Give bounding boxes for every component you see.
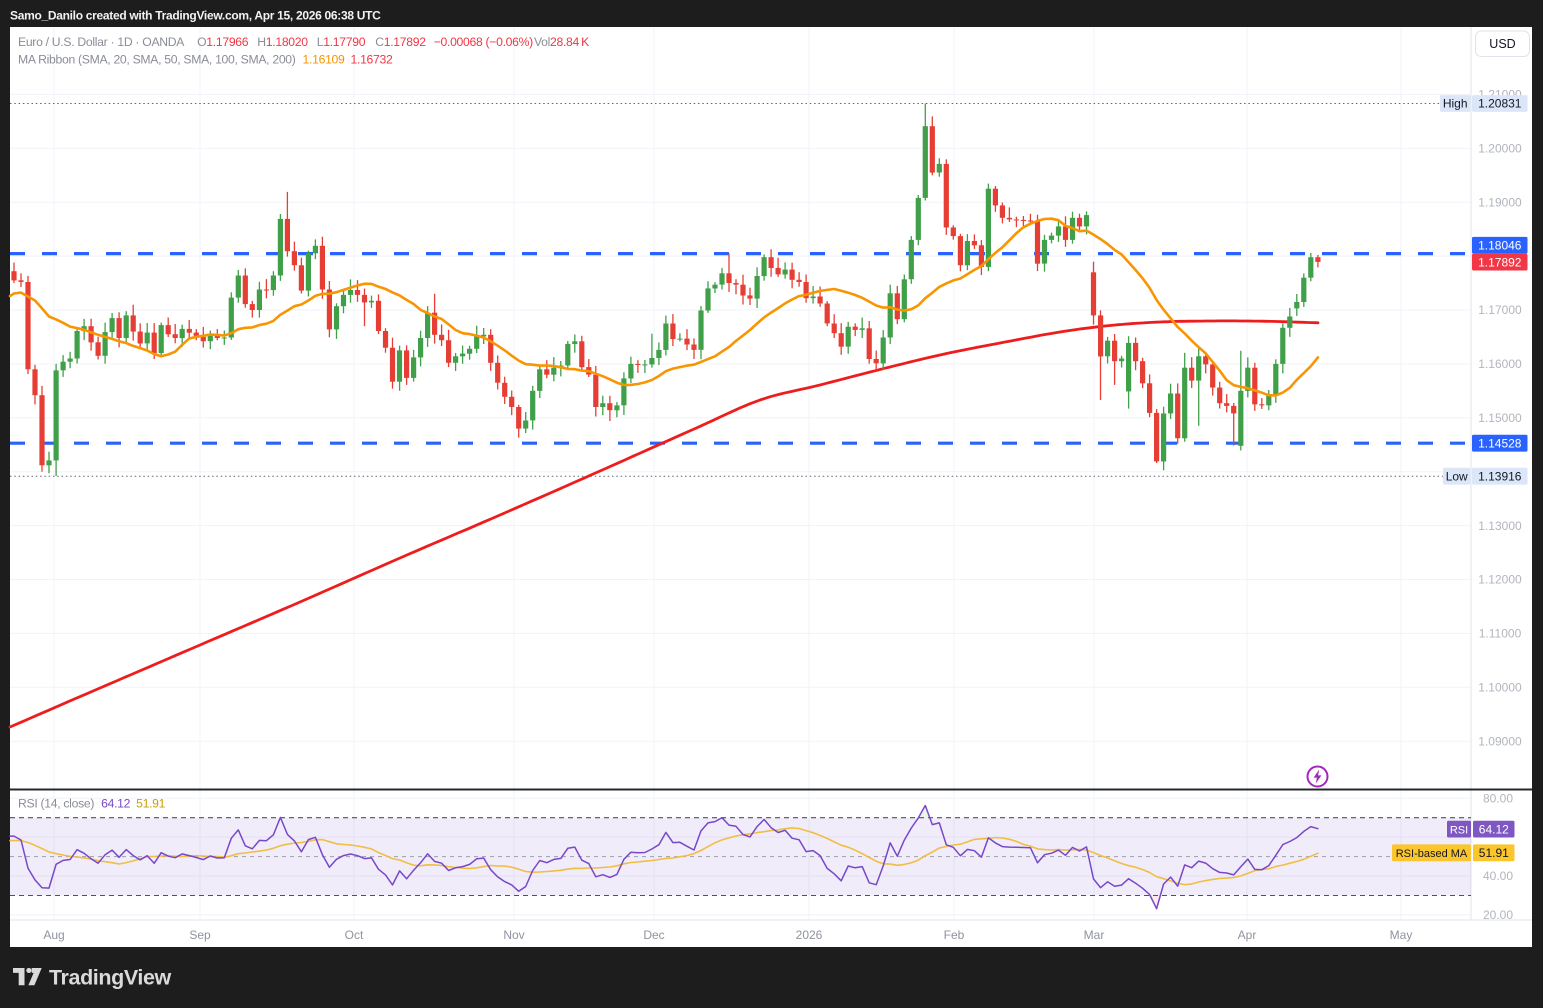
svg-text:RSI: RSI [1450,824,1468,836]
svg-text:1.10000: 1.10000 [1478,681,1522,695]
svg-text:Dec: Dec [643,928,664,942]
svg-text:Mar: Mar [1084,928,1105,942]
svg-text:40.00: 40.00 [1483,869,1513,883]
svg-text:Nov: Nov [503,928,524,942]
svg-text:1.14528: 1.14528 [1478,436,1522,450]
svg-text:MA Ribbon (SMA, 20, SMA, 50, S: MA Ribbon (SMA, 20, SMA, 50, SMA, 100, S… [18,53,393,67]
svg-text:64.12: 64.12 [1479,822,1509,836]
svg-text:Samo_Danilo created with Tradi: Samo_Danilo created with TradingView.com… [10,9,381,23]
svg-text:1.13000: 1.13000 [1478,519,1522,533]
svg-text:80.00: 80.00 [1483,791,1513,805]
svg-text:1.09000: 1.09000 [1478,734,1522,748]
svg-text:High: High [1443,97,1468,111]
svg-text:Apr: Apr [1238,928,1257,942]
svg-text:1.19000: 1.19000 [1478,195,1522,209]
svg-text:1.20000: 1.20000 [1478,142,1522,156]
svg-text:RSI-based MA: RSI-based MA [1396,848,1468,860]
svg-text:1.17892: 1.17892 [1478,255,1522,269]
svg-text:51.91: 51.91 [1479,846,1509,860]
svg-text:1.16000: 1.16000 [1478,357,1522,371]
svg-text:1.15000: 1.15000 [1478,411,1522,425]
svg-text:20.00: 20.00 [1483,908,1513,922]
svg-text:USD: USD [1489,37,1515,51]
svg-text:2026: 2026 [796,928,823,942]
svg-text:1.17000: 1.17000 [1478,303,1522,317]
svg-text:Oct: Oct [345,928,364,942]
svg-text:Aug: Aug [43,928,64,942]
svg-text:Sep: Sep [189,928,211,942]
svg-text:1.13916: 1.13916 [1478,469,1522,483]
svg-text:1.20831: 1.20831 [1478,97,1522,111]
svg-text:1.12000: 1.12000 [1478,573,1522,587]
svg-text:1.18046: 1.18046 [1478,239,1522,253]
svg-text:Low: Low [1446,469,1468,483]
svg-text:Euro / U.S. Dollar · 1D · OAND: Euro / U.S. Dollar · 1D · OANDA O1.17966 H… [18,35,589,49]
svg-text:May: May [1390,928,1413,942]
svg-text:Feb: Feb [944,928,965,942]
svg-text:TradingView: TradingView [49,966,172,990]
svg-text:1.11000: 1.11000 [1479,627,1522,641]
